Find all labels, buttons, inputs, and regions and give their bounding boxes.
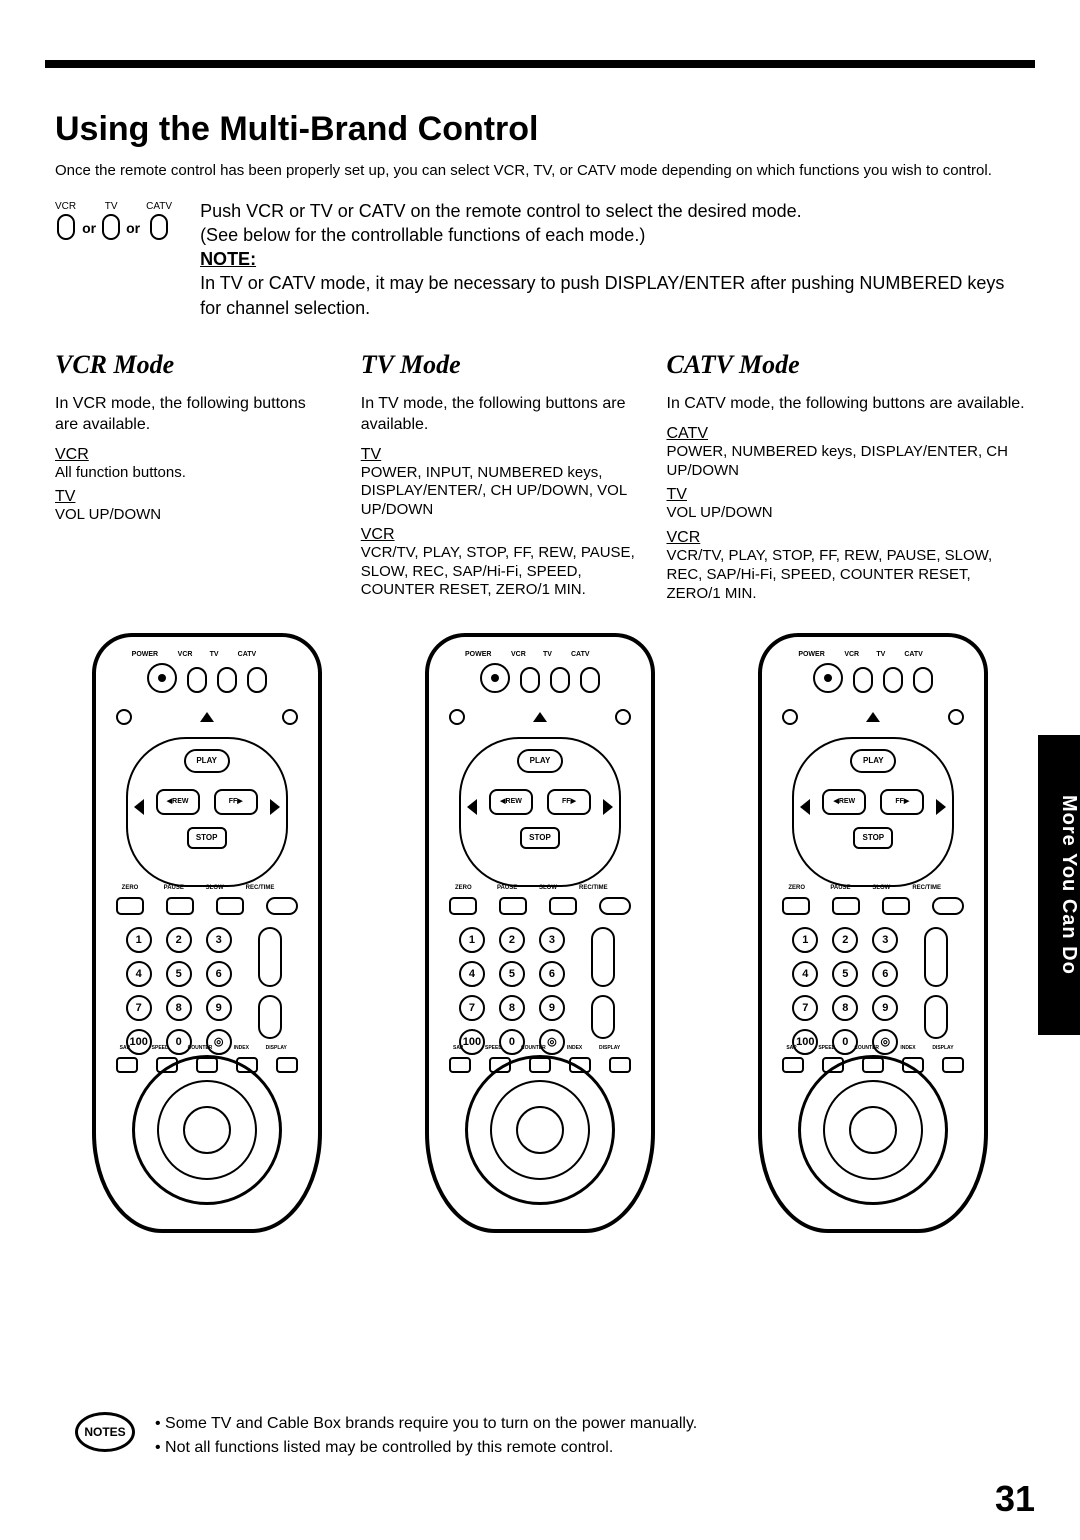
catv-sub-catv: CATV [667, 425, 1025, 443]
vcr-sub-vcr: VCR [55, 446, 331, 464]
select-line1: Push VCR or TV or CATV on the remote con… [200, 199, 1025, 223]
tv-mode-title: TV Mode [361, 350, 637, 380]
vcr-mode-title: VCR Mode [55, 350, 331, 380]
tv-button-icon: TV [102, 201, 120, 240]
page-number: 31 [995, 1478, 1035, 1520]
catv-sub-vcr-desc: VCR/TV, PLAY, STOP, FF, REW, PAUSE, SLOW… [667, 547, 1025, 603]
tv-sub-tv-desc: POWER, INPUT, NUMBERED keys, DISPLAY/ENT… [361, 464, 637, 520]
select-line2: (See below for the controllable function… [200, 223, 1025, 247]
remote-vcr-diagram: POWERVCRTVCATV PLAY ◀REW FF▶ STOP ZEROPA… [92, 633, 322, 1233]
or-text-2: or [126, 220, 140, 240]
note-item: • Not all functions listed may be contro… [155, 1436, 697, 1460]
note-label: NOTE: [200, 249, 256, 269]
vcr-sub-tv-desc: VOL UP/DOWN [55, 506, 331, 525]
modes-columns: VCR Mode In VCR mode, the following butt… [55, 350, 1025, 603]
tv-sub-tv: TV [361, 446, 637, 464]
catv-button-icon: CATV [146, 201, 172, 240]
remote-catv-diagram: POWERVCRTVCATV PLAY ◀REW FF▶ STOP ZEROPA… [758, 633, 988, 1233]
note-item: • Some TV and Cable Box brands require y… [155, 1412, 697, 1436]
catv-sub-vcr: VCR [667, 529, 1025, 547]
tv-sub-vcr: VCR [361, 526, 637, 544]
or-text: or [82, 220, 96, 240]
intro-text: Once the remote control has been properl… [55, 161, 1025, 181]
page-content: Using the Multi-Brand Control Once the r… [55, 110, 1025, 1233]
notes-badge: NOTES [75, 1412, 135, 1452]
catv-mode-col: CATV Mode In CATV mode, the following bu… [667, 350, 1025, 603]
vcr-sub-vcr-desc: All function buttons. [55, 464, 331, 483]
select-instructions: Push VCR or TV or CATV on the remote con… [200, 199, 1025, 320]
mode-select-row: VCR or TV or CATV Push VCR or TV or CATV… [55, 199, 1025, 320]
remote-tv-diagram: POWERVCRTVCATV PLAY ◀REW FF▶ STOP ZEROPA… [425, 633, 655, 1233]
top-rule [45, 60, 1035, 68]
vcr-button-icon: VCR [55, 201, 76, 240]
catv-sub-catv-desc: POWER, NUMBERED keys, DISPLAY/ENTER, CH … [667, 443, 1025, 481]
side-tab: More You Can Do [1038, 735, 1080, 1035]
vcr-mode-col: VCR Mode In VCR mode, the following butt… [55, 350, 331, 603]
notes-section: NOTES • Some TV and Cable Box brands req… [75, 1412, 1010, 1460]
note-text: In TV or CATV mode, it may be necessary … [200, 271, 1025, 320]
catv-sub-tv-desc: VOL UP/DOWN [667, 504, 1025, 523]
vcr-sub-tv: TV [55, 488, 331, 506]
tv-mode-col: TV Mode In TV mode, the following button… [361, 350, 637, 603]
catv-mode-intro: In CATV mode, the following buttons are … [667, 394, 1025, 415]
remotes-illustrations: POWERVCRTVCATV PLAY ◀REW FF▶ STOP ZEROPA… [55, 633, 1025, 1233]
page-title: Using the Multi-Brand Control [55, 110, 1025, 149]
catv-mode-title: CATV Mode [667, 350, 1025, 380]
notes-list: • Some TV and Cable Box brands require y… [155, 1412, 697, 1460]
mode-buttons-diagram: VCR or TV or CATV [55, 199, 172, 240]
catv-sub-tv: TV [667, 486, 1025, 504]
tv-mode-intro: In TV mode, the following buttons are av… [361, 394, 637, 436]
tv-sub-vcr-desc: VCR/TV, PLAY, STOP, FF, REW, PAUSE, SLOW… [361, 544, 637, 600]
vcr-mode-intro: In VCR mode, the following buttons are a… [55, 394, 331, 436]
